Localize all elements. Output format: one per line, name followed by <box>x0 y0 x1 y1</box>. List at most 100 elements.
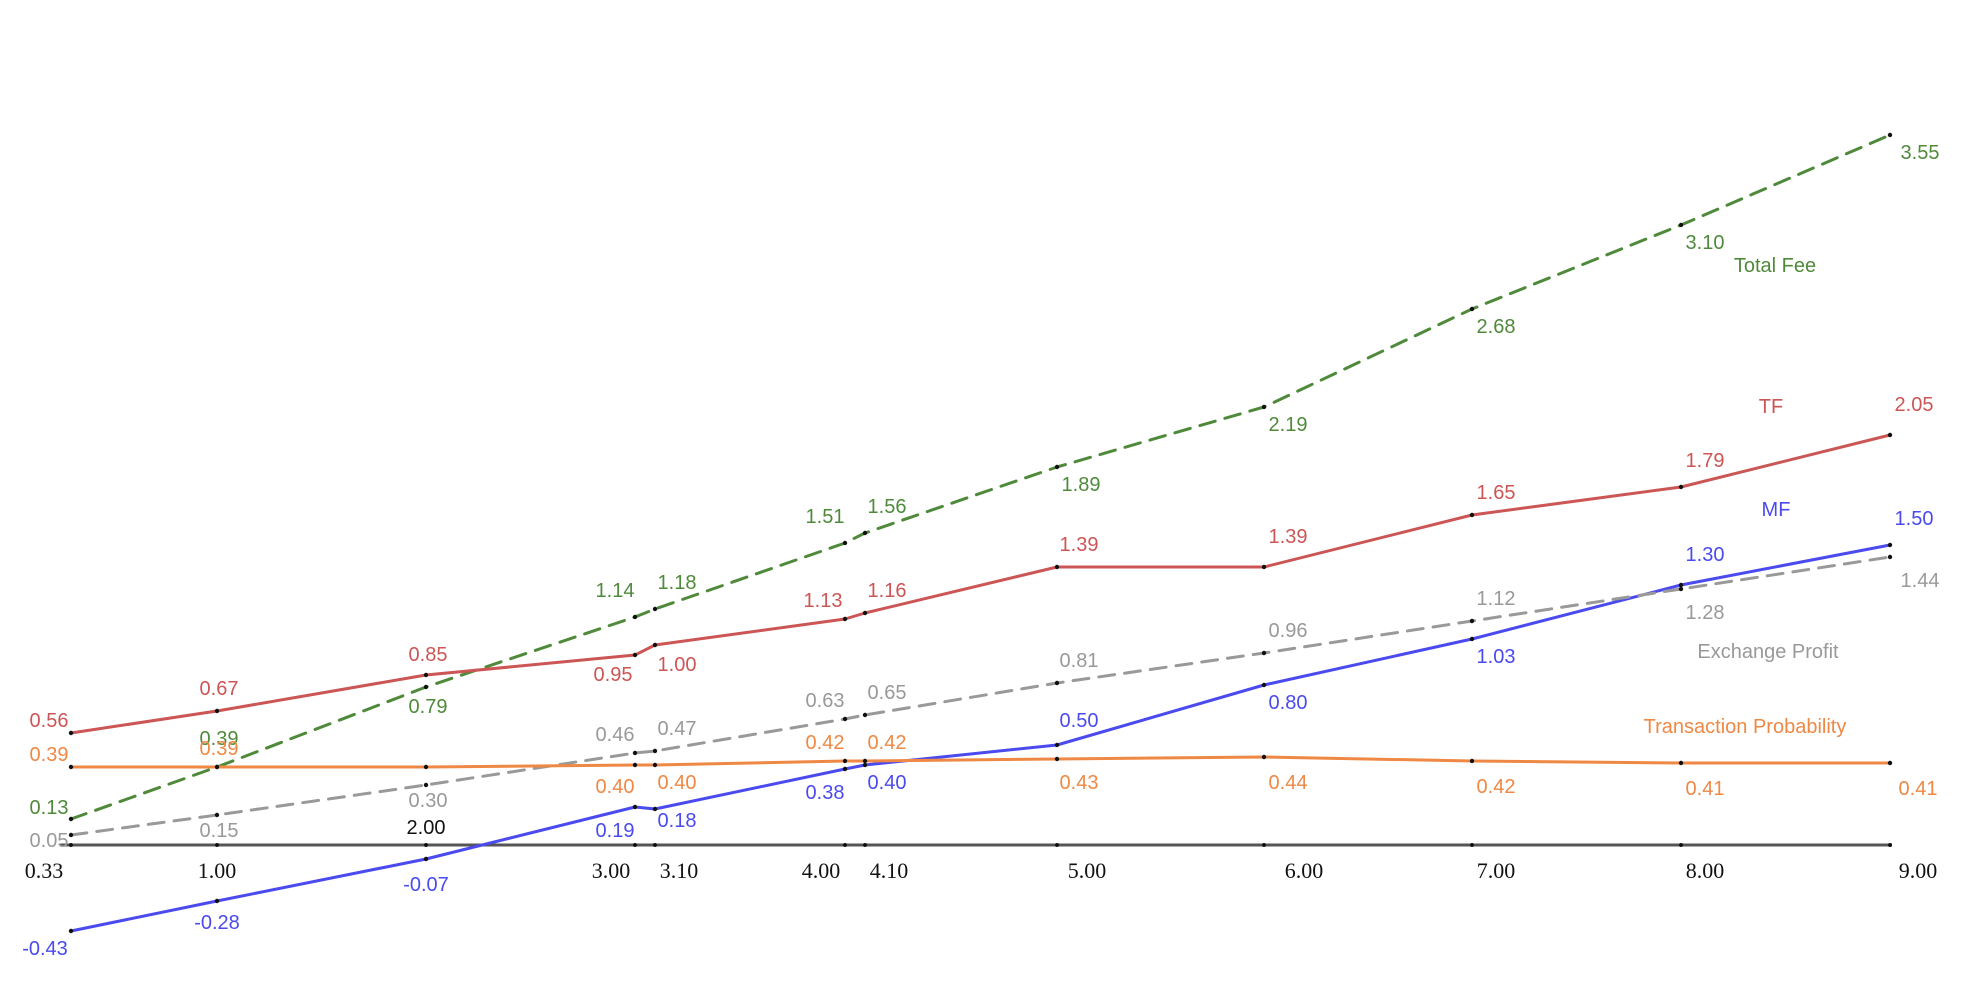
data-point <box>68 730 74 736</box>
data-label: 0.80 <box>1269 692 1308 714</box>
data-point <box>68 816 74 822</box>
data-label: 0.30 <box>409 790 448 812</box>
data-label: 1.56 <box>868 496 907 518</box>
x-axis-tick-dot <box>1262 843 1266 847</box>
x-axis-tick-dot <box>843 843 847 847</box>
series-name-label: Transaction Probability <box>1644 716 1847 738</box>
data-point <box>632 614 638 620</box>
data-point <box>862 712 868 718</box>
x-tick-label: 3.00 <box>592 858 631 883</box>
data-label: 0.47 <box>658 718 697 740</box>
data-label: -0.43 <box>22 938 68 960</box>
data-label: 0.42 <box>1477 776 1516 798</box>
data-point <box>1054 680 1060 686</box>
data-point <box>1054 464 1060 470</box>
data-point <box>1261 564 1267 570</box>
data-point <box>1678 582 1684 588</box>
data-label: 1.16 <box>868 580 907 602</box>
x-tick-label: 9.00 <box>1899 858 1938 883</box>
data-label: 3.10 <box>1686 232 1725 254</box>
data-label: 1.12 <box>1477 588 1516 610</box>
data-label: 0.40 <box>658 772 697 794</box>
data-point <box>1469 758 1475 764</box>
series-name-label: TF <box>1759 396 1783 418</box>
data-label: -0.07 <box>403 874 449 896</box>
data-point <box>1678 222 1684 228</box>
data-label: 0.05 <box>30 830 69 852</box>
x-tick-label: 3.10 <box>660 858 699 883</box>
x-tick-label: 7.00 <box>1477 858 1516 883</box>
data-point <box>1887 542 1893 548</box>
series-line-exchange-profit <box>69 555 1892 837</box>
data-point <box>652 806 658 812</box>
data-point <box>1469 306 1475 312</box>
data-point <box>652 642 658 648</box>
data-label: 0.41 <box>1686 778 1725 800</box>
data-label: 0.46 <box>596 724 635 746</box>
data-label: 0.40 <box>868 772 907 794</box>
data-label: 0.39 <box>200 738 239 760</box>
data-point <box>632 652 638 658</box>
data-label: 0.18 <box>658 810 697 832</box>
data-point <box>423 684 429 690</box>
data-point <box>423 672 429 678</box>
data-label: 0.40 <box>596 776 635 798</box>
data-point <box>652 606 658 612</box>
data-label: 1.50 <box>1895 508 1934 530</box>
data-point <box>1054 742 1060 748</box>
data-point <box>68 928 74 934</box>
data-point <box>1261 682 1267 688</box>
x-axis-tick-dot <box>653 843 657 847</box>
x-axis-tick-dot <box>1888 843 1892 847</box>
x-axis-tick-dot <box>215 843 219 847</box>
series-name-label: MF <box>1762 499 1791 521</box>
x-tick-label: 8.00 <box>1686 858 1725 883</box>
data-label: 0.63 <box>806 690 845 712</box>
x-axis-tick-dot <box>1679 843 1683 847</box>
data-point <box>214 898 220 904</box>
data-label: 0.56 <box>30 710 69 732</box>
data-point <box>1054 756 1060 762</box>
series-name-label: Total Fee <box>1734 255 1816 277</box>
x-axis-tick-dot <box>863 843 867 847</box>
x-tick-label: 0.33 <box>25 858 64 883</box>
data-point <box>862 758 868 764</box>
series-name-label: Exchange Profit <box>1697 641 1839 663</box>
data-point <box>1678 586 1684 592</box>
data-label: 1.14 <box>596 580 635 602</box>
data-point <box>1261 650 1267 656</box>
data-point <box>1054 564 1060 570</box>
data-label: 3.55 <box>1901 142 1940 164</box>
data-label: 0.85 <box>409 644 448 666</box>
data-point <box>1887 432 1893 438</box>
data-label: 0.50 <box>1060 710 1099 732</box>
data-label: 0.44 <box>1269 772 1308 794</box>
data-label: 1.39 <box>1269 526 1308 548</box>
x-tick-label: 6.00 <box>1285 858 1324 883</box>
data-label: 0.42 <box>806 732 845 754</box>
data-label: 1.51 <box>806 506 845 528</box>
x-axis-tick-dot <box>633 843 637 847</box>
data-point <box>862 762 868 768</box>
data-point <box>1887 760 1893 766</box>
series-line-total-fee <box>69 133 1892 821</box>
data-label: 0.39 <box>30 744 69 766</box>
data-label: 1.00 <box>658 654 697 676</box>
data-point <box>632 750 638 756</box>
data-point <box>842 540 848 546</box>
x-axis-tick-dot <box>1055 843 1059 847</box>
data-point <box>652 762 658 768</box>
data-point <box>214 764 220 770</box>
data-point <box>1261 754 1267 760</box>
data-label: 0.42 <box>868 732 907 754</box>
data-point <box>1678 760 1684 766</box>
data-point <box>632 762 638 768</box>
x-axis-tick-dot <box>1470 843 1474 847</box>
data-label: 1.28 <box>1686 602 1725 624</box>
data-point <box>632 804 638 810</box>
data-label: 0.81 <box>1060 650 1099 672</box>
x-tick-label: 5.00 <box>1068 858 1107 883</box>
data-point <box>1469 636 1475 642</box>
x-axis-tick-dot <box>424 843 428 847</box>
